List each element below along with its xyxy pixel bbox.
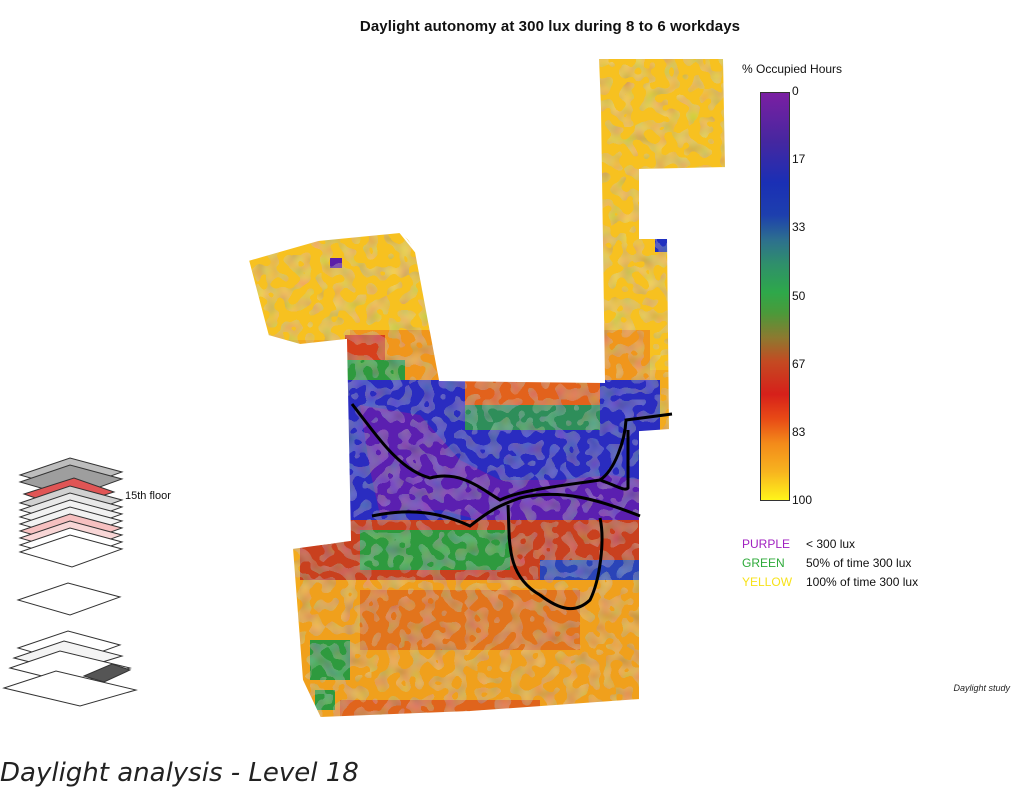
building-stack-diagram [2, 457, 138, 707]
legend-green-desc: 50% of time 300 lux [806, 556, 912, 570]
contour-line [506, 504, 604, 611]
legend-green: GREEN 50% of time 300 lux [742, 556, 911, 570]
legend-purple-name: PURPLE [742, 537, 791, 551]
plan-heatmap [248, 58, 726, 718]
legend-yellow-desc: 100% of time 300 lux [806, 575, 919, 589]
colorbar-tick-label: 0 [792, 84, 799, 98]
colorbar-tick-label: 100 [792, 493, 813, 507]
contour-line [350, 403, 673, 502]
floor-label: 15th floor [125, 490, 171, 502]
legend-green-name: GREEN [742, 556, 785, 570]
colorbar-tick-label: 67 [792, 356, 806, 371]
colorbar-tick-label: 50 [792, 288, 806, 303]
legend-yellow: YELLOW 100% of time 300 lux [742, 575, 918, 589]
plan-outline [246, 57, 728, 720]
study-note: Daylight study [953, 683, 1010, 693]
legend-purple-desc: < 300 lux [806, 537, 856, 551]
legend-purple: PURPLE < 300 lux [742, 537, 855, 551]
contour-line [599, 430, 630, 491]
contour-line [371, 492, 641, 528]
chart-title: Daylight autonomy at 300 lux during 8 to… [359, 18, 741, 35]
colorbar [760, 92, 790, 501]
colorbar-tick-label: 83 [792, 424, 806, 439]
colorbar-tick-label: 17 [792, 152, 806, 167]
figure-caption: Daylight analysis - Level 18 [0, 758, 359, 788]
colorbar-tick-label: 33 [792, 220, 806, 235]
legend-title: % Occupied Hours [742, 62, 843, 76]
legend-yellow-name: YELLOW [742, 575, 793, 589]
